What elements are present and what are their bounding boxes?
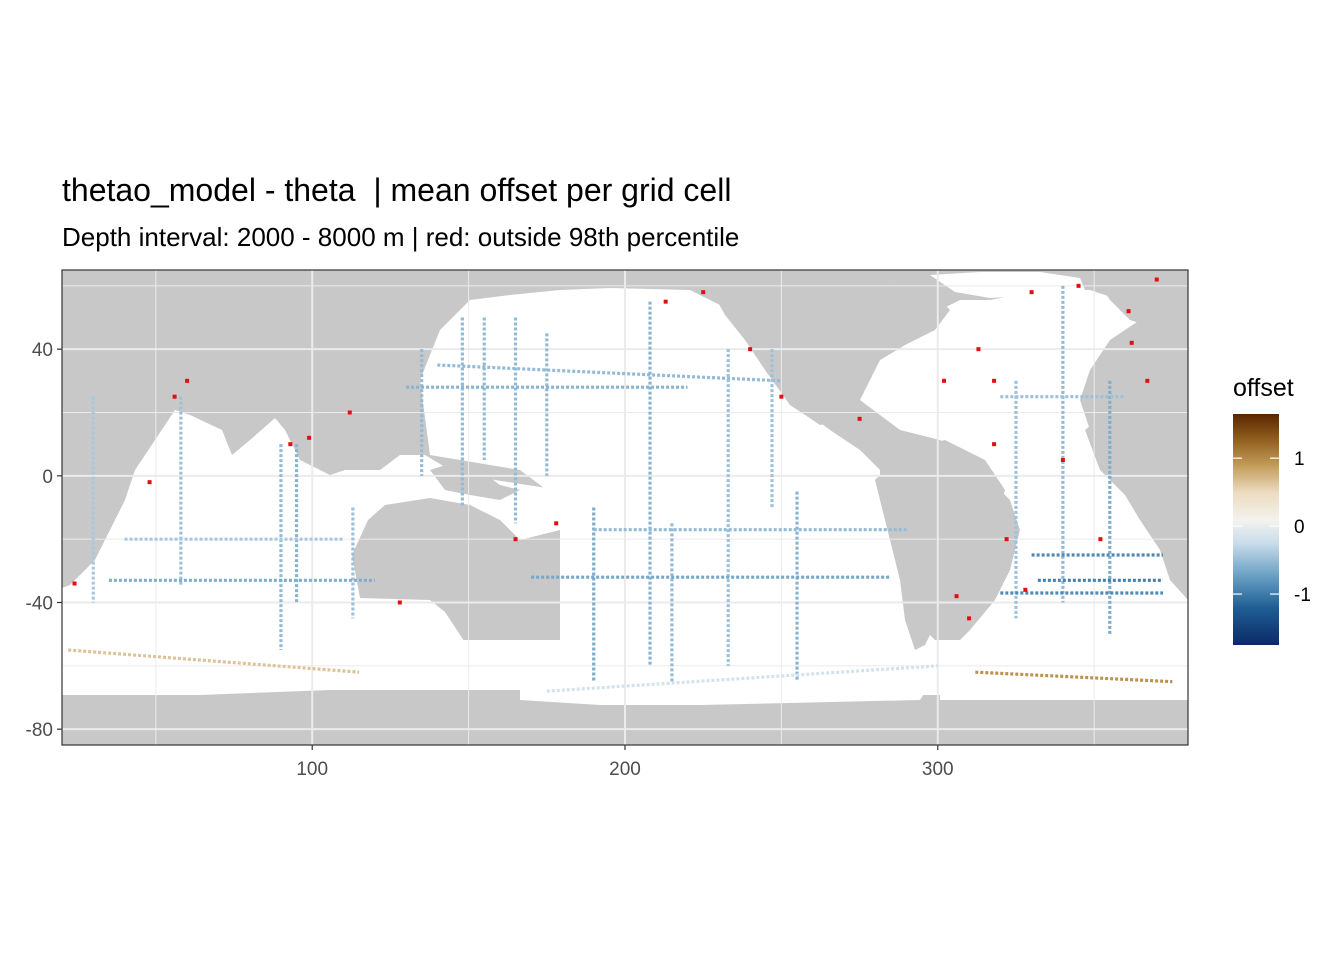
outlier-cell: [1145, 378, 1150, 383]
observation-track: [437, 363, 782, 383]
outlier-cell: [954, 594, 959, 599]
north-america-landmass: [700, 270, 950, 425]
outlier-cell: [976, 347, 981, 352]
y-tick-label: 40: [32, 340, 53, 361]
outlier-cell: [513, 537, 518, 542]
outlier-cell: [397, 600, 402, 605]
x-axis: 100 200 300: [296, 745, 954, 780]
outlier-cell: [72, 581, 77, 586]
legend-ticks: 1 0 -1: [1233, 449, 1311, 606]
y-tick-label: -80: [26, 720, 53, 741]
x-tick-label: 200: [609, 759, 641, 780]
legend-tick-label: 1: [1294, 449, 1305, 470]
legend-title: offset: [1233, 374, 1294, 402]
outlier-cells: [72, 277, 1159, 621]
observation-track: [975, 670, 1173, 684]
outlier-cell: [1126, 309, 1131, 314]
observation-track: [546, 664, 938, 693]
outlier-cell: [1029, 290, 1034, 295]
australia-landmass: [360, 518, 478, 605]
outlier-cell: [307, 435, 312, 440]
indonesia-islands: [430, 462, 520, 500]
outlier-cell: [857, 416, 862, 421]
legend-tick-label: -1: [1294, 585, 1311, 606]
y-tick-label: -40: [26, 594, 53, 615]
y-tick-label: 0: [42, 467, 53, 488]
outlier-cell: [288, 442, 293, 447]
asia-landmass: [62, 270, 470, 440]
arctic-sea: [930, 272, 1085, 298]
outlier-cell: [967, 616, 972, 621]
outlier-cell: [185, 378, 190, 383]
grid-lines: [62, 270, 1188, 745]
south-america-landmass: [875, 440, 1005, 650]
outlier-cell: [1154, 277, 1159, 282]
atlantic-ocean: [860, 290, 1188, 700]
data-tracks: [68, 285, 1173, 693]
x-tick-label: 300: [922, 759, 954, 780]
legend-tick-label: 0: [1294, 517, 1305, 538]
outlier-cell: [347, 410, 352, 415]
outlier-cell: [1004, 537, 1009, 542]
outlier-cell: [1076, 283, 1081, 288]
legend: offset 1 0 -1: [1233, 374, 1311, 645]
outlier-cell: [748, 347, 753, 352]
chart-title: thetao_model - theta | mean offset per g…: [62, 172, 732, 208]
outlier-cell: [942, 378, 947, 383]
africa-landmass: [1085, 400, 1188, 600]
outlier-cell: [554, 521, 559, 526]
greenland-landmass: [1090, 270, 1188, 330]
outlier-cell: [701, 290, 706, 295]
indian-ocean: [62, 410, 560, 690]
outlier-cell: [779, 394, 784, 399]
outlier-cell: [147, 480, 152, 485]
outlier-cell: [992, 378, 997, 383]
outlier-cell: [663, 299, 668, 304]
outlier-cell: [1129, 340, 1134, 345]
map-panel: [62, 270, 1188, 745]
outlier-cell: [172, 394, 177, 399]
y-axis: 40 0 -40 -80: [26, 340, 62, 741]
outlier-cell: [1060, 458, 1065, 462]
observation-track: [68, 648, 360, 674]
outlier-cell: [992, 442, 997, 447]
x-tick-label: 100: [296, 759, 328, 780]
outlier-cell: [1098, 537, 1103, 542]
pacific-ocean: [420, 288, 940, 705]
outlier-cell: [1023, 587, 1028, 592]
chart-subtitle: Depth interval: 2000 - 8000 m | red: out…: [62, 222, 740, 252]
legend-colorbar: [1233, 414, 1279, 645]
